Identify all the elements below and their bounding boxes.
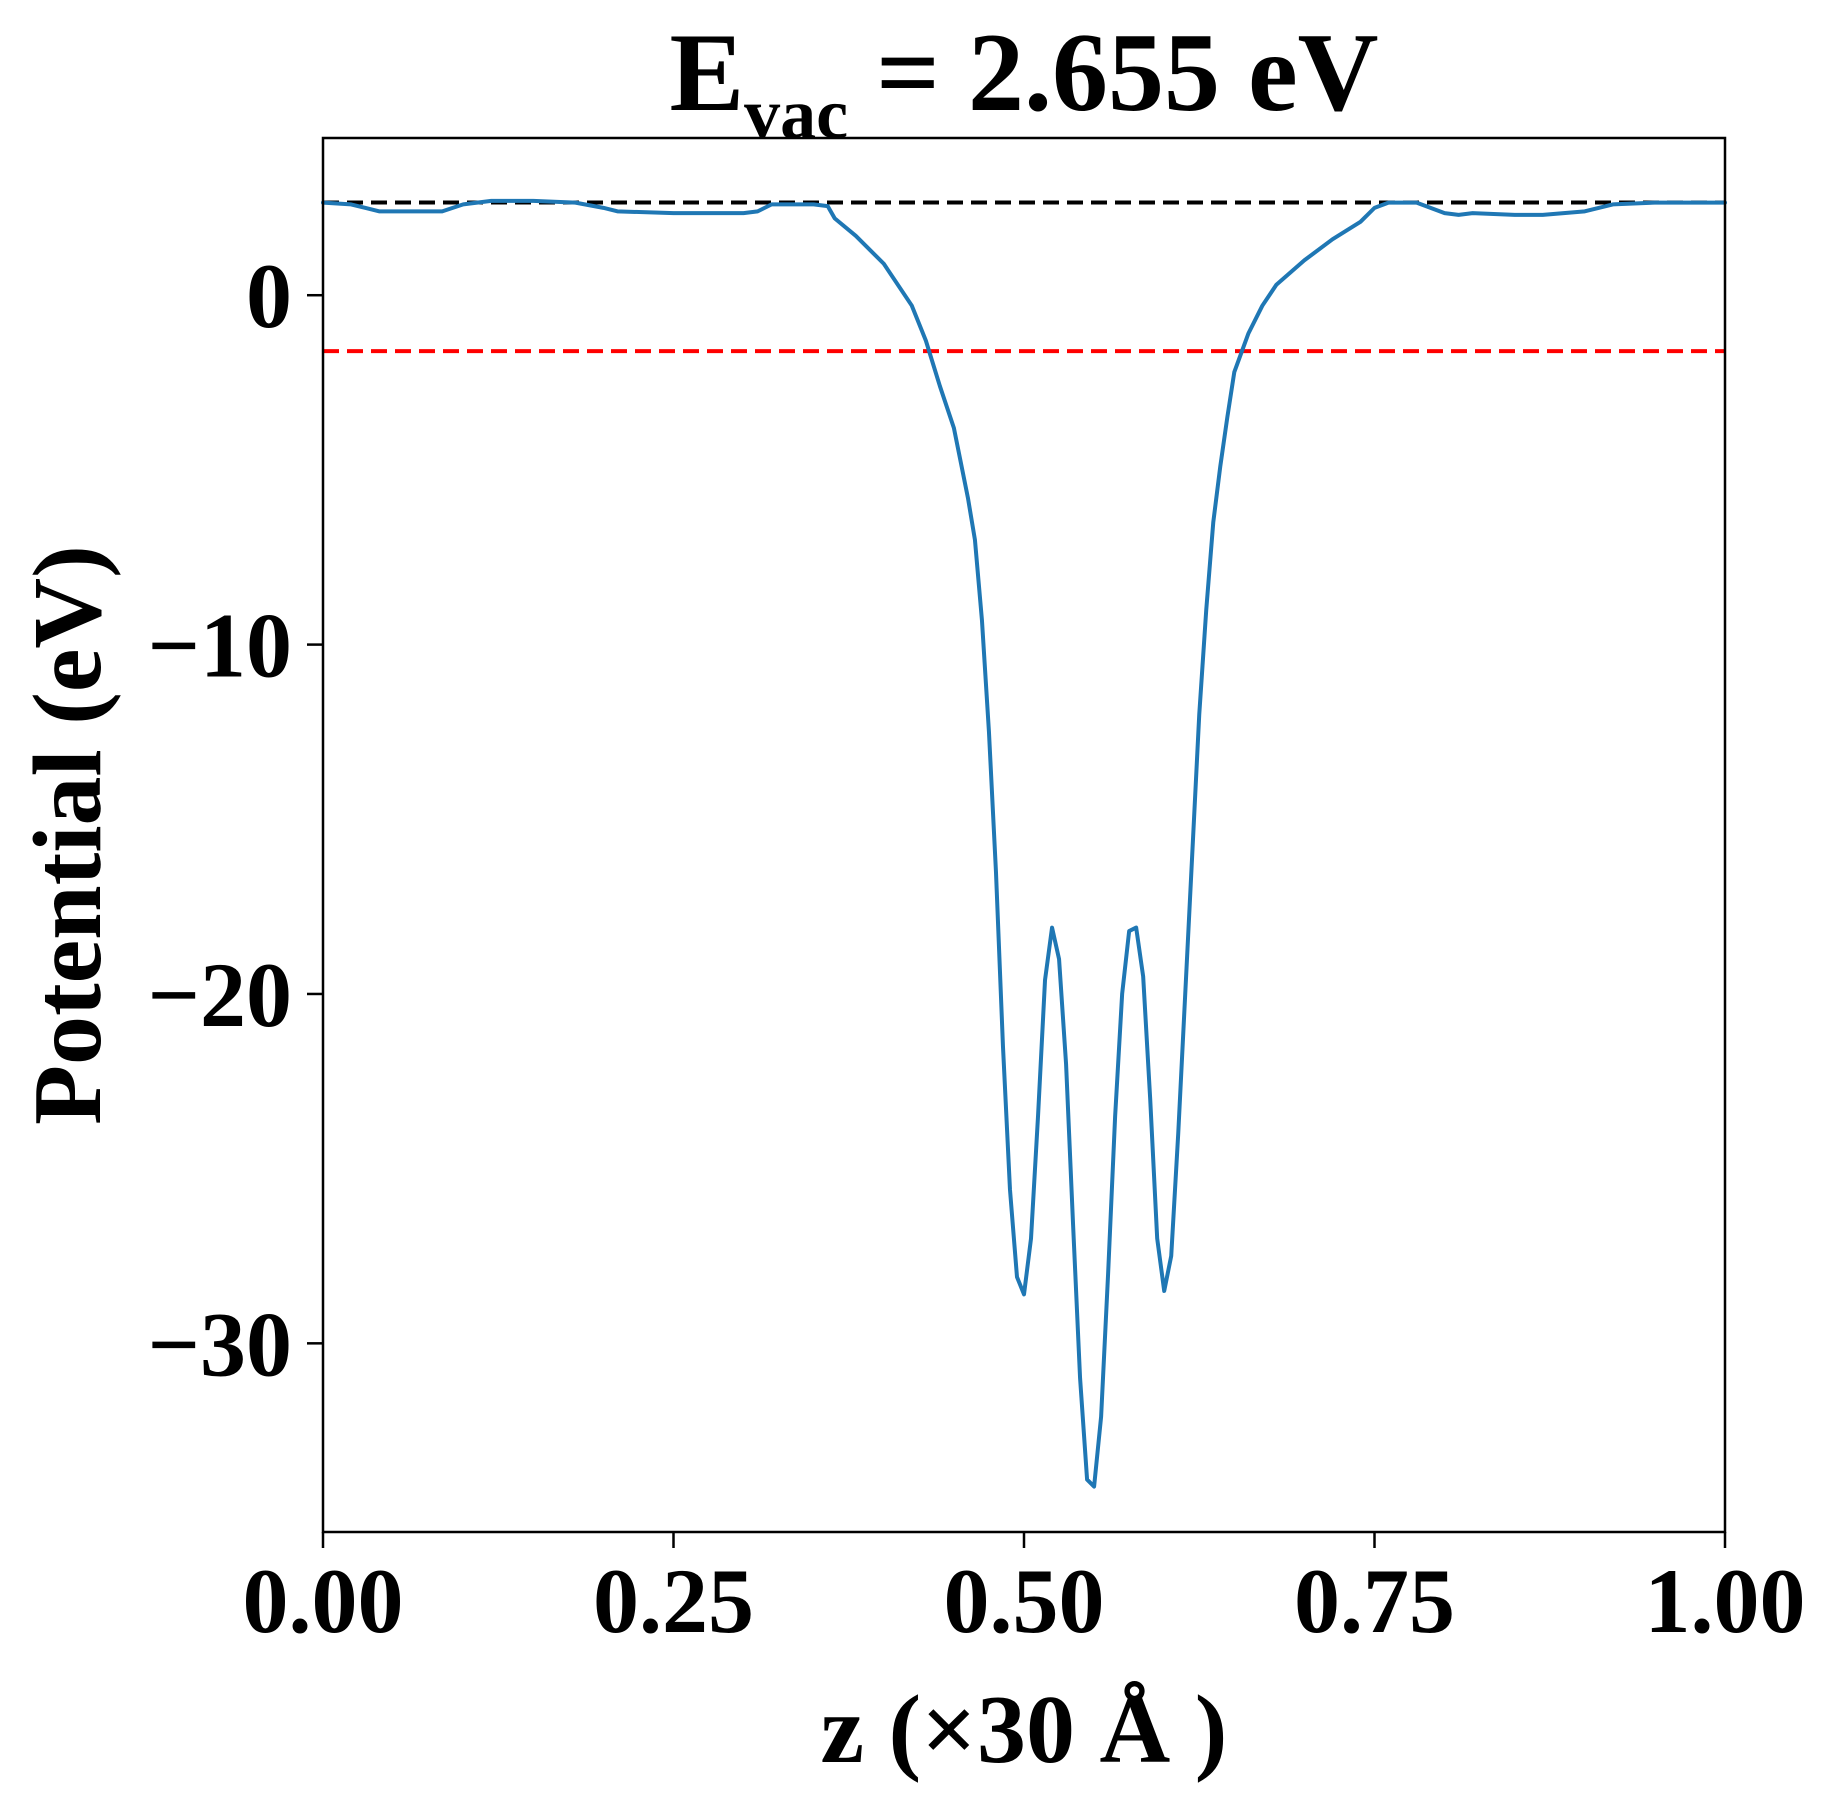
x-tick-label: 0.75	[1294, 1550, 1455, 1652]
y-tick-label: 0	[246, 245, 292, 347]
x-tick-label: 0.00	[243, 1550, 404, 1652]
x-tick-label: 0.50	[944, 1550, 1105, 1652]
y-axis-title: Potential (eV)	[14, 545, 122, 1125]
chart-title: Evac = 2.655 eV	[669, 11, 1378, 154]
axes-frame	[321, 136, 1727, 1534]
x-tick-label: 1.00	[1645, 1550, 1806, 1652]
y-tick-label: −20	[148, 944, 292, 1046]
labels: 0.00 0.25 0.50 0.75 1.00 0 −10 −20 −30 z (×30 Å )…	[14, 11, 1806, 1784]
axes	[307, 136, 1727, 1548]
potential-series-line	[321, 198, 1727, 1489]
y-tick-label: −10	[148, 595, 292, 697]
x-tick-label: 0.25	[593, 1550, 754, 1652]
y-tick-label: −30	[148, 1293, 292, 1395]
x-axis-title: z (×30 Å )	[821, 1676, 1228, 1784]
plot-area	[321, 198, 1727, 1489]
